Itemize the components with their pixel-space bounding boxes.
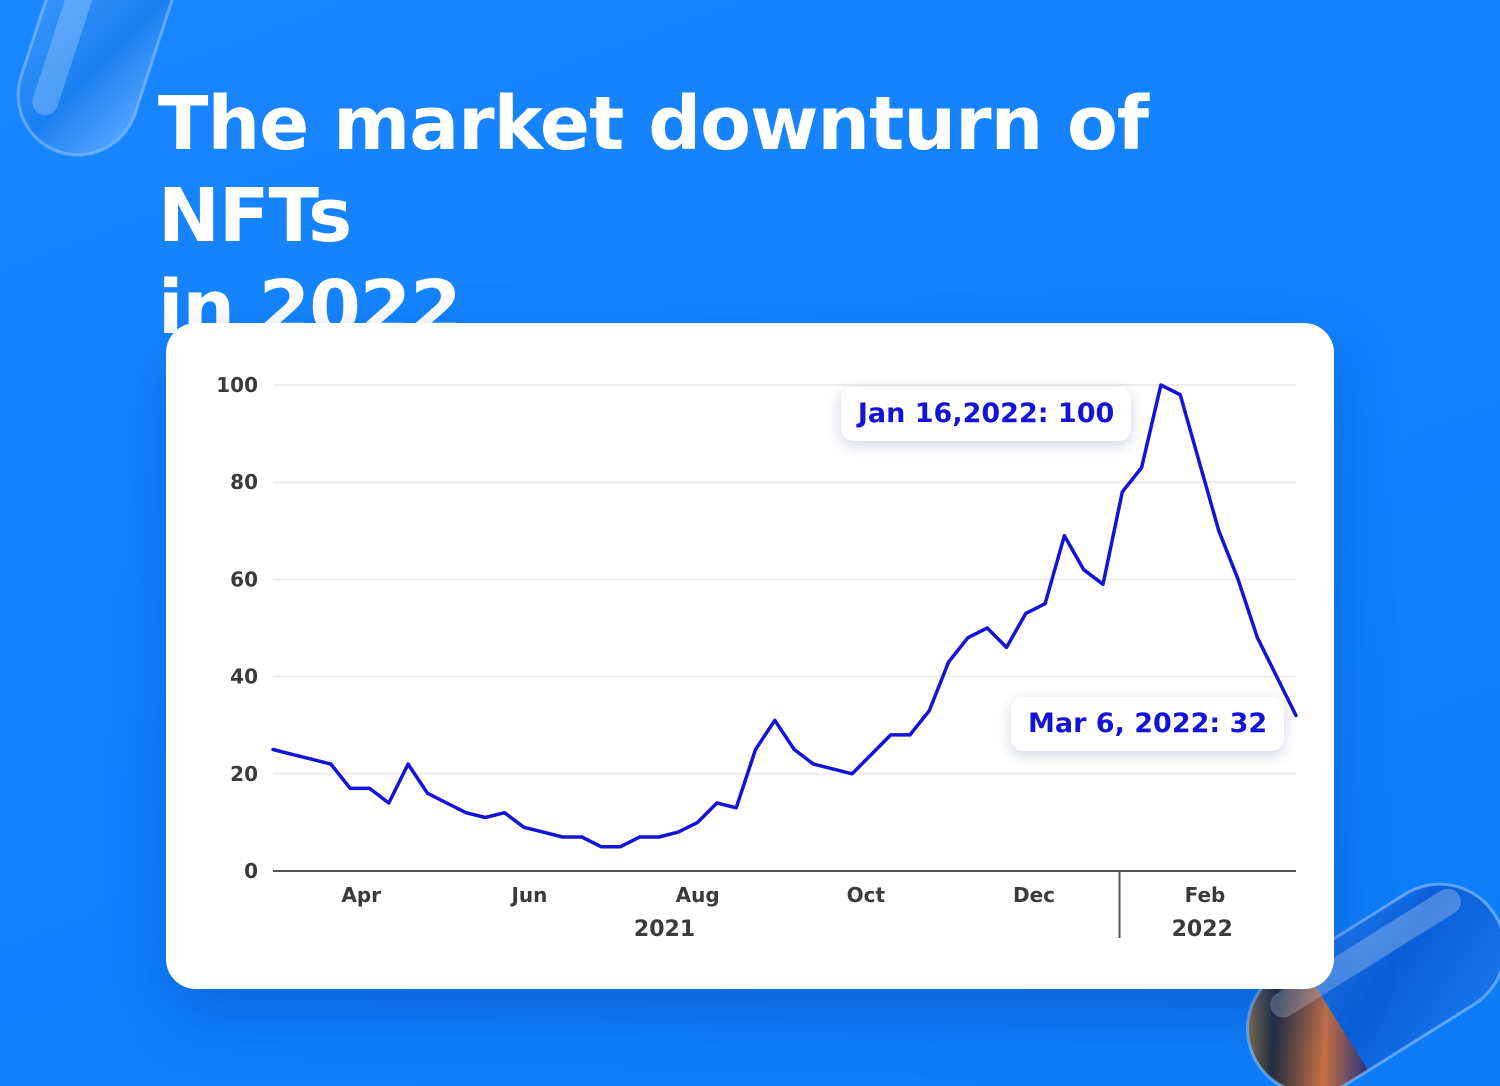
annotation-peak: Jan 16,2022: 100: [840, 387, 1132, 441]
x-tick-label-oct: Oct: [847, 883, 886, 907]
x-tick-label-apr: Apr: [341, 883, 381, 907]
page-title-line-1: The market downturn of NFTs: [158, 81, 1149, 259]
y-tick-label-80: 80: [230, 470, 258, 494]
series-line: [271, 383, 1298, 849]
y-axis-ticks: 0 20 40 60 80 100: [216, 373, 258, 883]
year-label-2022: 2022: [1172, 917, 1233, 942]
x-tick-label-jun: Jun: [509, 883, 547, 907]
grid-lines: [273, 384, 1296, 775]
chart-card: 0 20 40 60 80 100 Apr Jun Aug Oct Dec Feb 2021 2022…: [166, 323, 1334, 989]
page-title: The market downturn of NFTs in 2022: [158, 78, 1358, 354]
y-tick-label-100: 100: [216, 373, 258, 397]
annotation-latest: Mar 6, 2022: 32: [1011, 697, 1285, 752]
x-tick-label-feb: Feb: [1185, 883, 1226, 907]
x-axis-ticks: Apr Jun Aug Oct Dec Feb: [341, 883, 1225, 907]
y-tick-label-40: 40: [230, 665, 258, 689]
year-label-2021: 2021: [634, 917, 695, 942]
decorative-pill-top-left: [16, 0, 177, 157]
x-tick-label-aug: Aug: [676, 883, 720, 907]
x-tick-label-dec: Dec: [1013, 883, 1055, 907]
y-tick-label-0: 0: [244, 859, 258, 883]
line-chart: 0 20 40 60 80 100 Apr Jun Aug Oct Dec Feb 2021 2022: [216, 373, 1298, 942]
year-labels: 2021 2022: [634, 917, 1233, 942]
y-tick-label-20: 20: [230, 762, 258, 786]
y-tick-label-60: 60: [230, 567, 258, 591]
